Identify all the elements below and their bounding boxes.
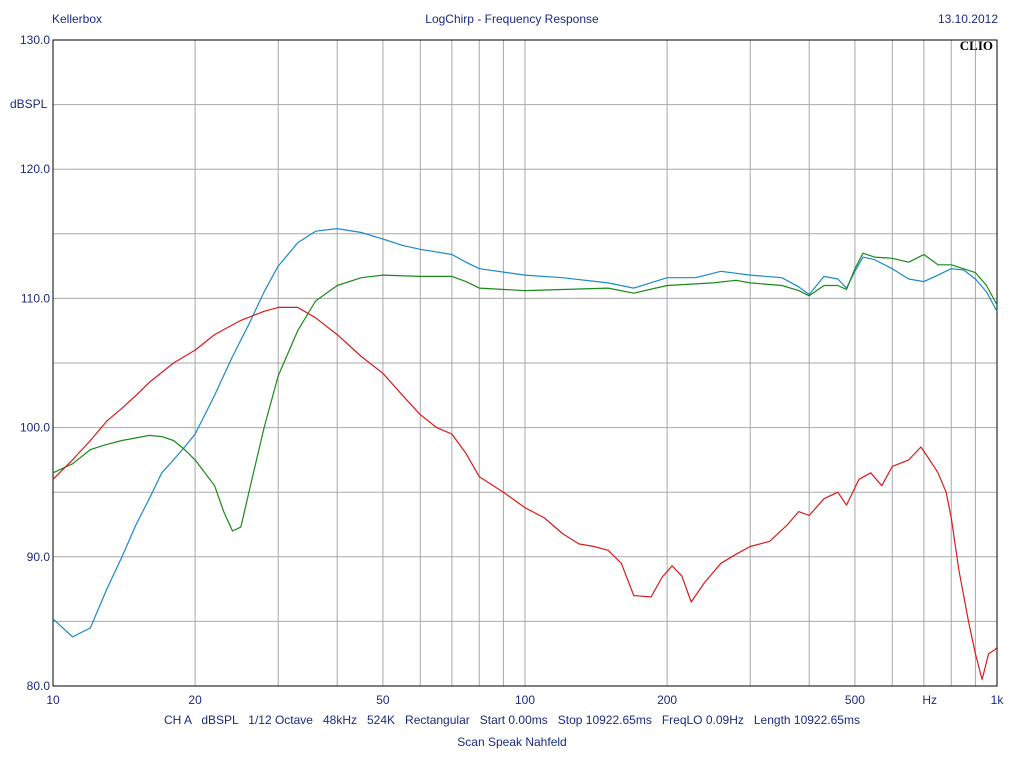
y-tick-label: 130.0 — [20, 33, 50, 47]
x-tick-label: 10 — [46, 693, 60, 707]
x-tick-label: 50 — [376, 693, 390, 707]
header-left-text: Kellerbox — [52, 12, 103, 26]
series-line-1 — [52, 228, 998, 638]
y-axis-label: dBSPL — [10, 97, 48, 111]
series-layer — [52, 228, 998, 681]
grid — [53, 40, 997, 686]
x-tick-label: 500 — [845, 693, 865, 707]
y-tick-label: 80.0 — [27, 679, 51, 693]
plot-frame — [52, 39, 998, 687]
series-line-2 — [52, 252, 998, 532]
x-tick-label: 1k — [991, 693, 1005, 707]
x-tick-label: 100 — [515, 693, 535, 707]
x-tick-label: 200 — [657, 693, 677, 707]
y-tick-label: 100.0 — [20, 421, 50, 435]
clio-logo: CLIO — [960, 38, 993, 53]
y-tick-label: 120.0 — [20, 162, 50, 176]
y-tick-label: 90.0 — [27, 550, 51, 564]
header-date: 13.10.2012 — [937, 12, 998, 26]
x-tick-label: 20 — [188, 693, 202, 707]
chart-title: LogChirp - Frequency Response — [425, 12, 599, 26]
measurement-settings: CH A dBSPL 1/12 Octave 48kHz 524K Rectan… — [164, 713, 860, 727]
x-unit-label: Hz — [922, 693, 937, 707]
chart-subtitle: Scan Speak Nahfeld — [457, 735, 567, 749]
tick-labels: 10 20 50 100 200 500 1k 130.0 120.0 110.0 100.0 90.… — [20, 33, 1004, 707]
y-tick-label: 110.0 — [21, 291, 50, 305]
series-line-3 — [52, 306, 998, 681]
